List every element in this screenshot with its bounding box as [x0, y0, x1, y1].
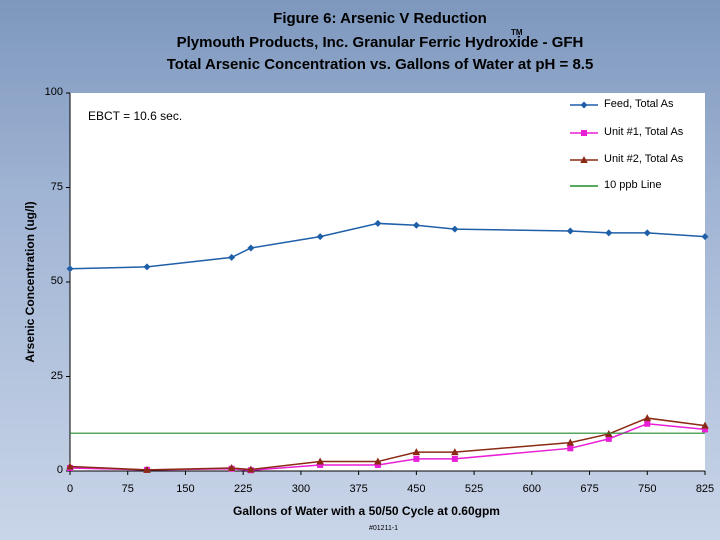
series-1-point — [451, 225, 459, 233]
series-2-point — [605, 435, 612, 442]
x-tick-label: 0 — [66, 483, 74, 495]
series-3-point — [412, 448, 421, 456]
legend-swatch-marker — [580, 156, 588, 163]
y-tick-label: 25 — [50, 369, 63, 382]
series-2-point — [644, 420, 651, 427]
series-3-point — [566, 438, 575, 446]
series-1-point — [701, 233, 709, 241]
series-3-point — [66, 462, 74, 470]
series-1-point — [143, 263, 151, 271]
series-3-point — [247, 465, 255, 473]
trademark-mark: TM — [511, 28, 523, 37]
series-2-point — [567, 445, 574, 452]
series-1-point — [412, 221, 420, 229]
y-tick-label: 75 — [50, 180, 63, 193]
series-1-point — [605, 229, 613, 237]
y-tick-label: 0 — [56, 464, 63, 476]
series-1-point — [374, 219, 382, 227]
series-3-point — [451, 448, 459, 456]
series-1-point — [316, 233, 324, 241]
y-tick-label: 50 — [50, 275, 63, 287]
chart-subtitle: Plymouth Products, Inc. Granular Ferric … — [176, 34, 584, 51]
plot-area — [70, 93, 705, 471]
series-1-point — [66, 265, 74, 273]
series-3-line — [69, 417, 706, 471]
ebct-annotation: EBCT = 10.6 sec. — [88, 109, 183, 123]
legend-label: Feed, Total As — [604, 98, 674, 110]
series-1-point — [566, 227, 574, 235]
series-2-point — [451, 455, 458, 462]
series-3-point — [643, 414, 652, 422]
series-3-point — [701, 421, 709, 429]
x-tick-label: 525 — [464, 483, 484, 495]
legend-label: 10 ppb Line — [604, 179, 662, 191]
series-3-point — [227, 463, 236, 471]
series-2-line — [69, 422, 706, 471]
x-tick-label: 225 — [233, 483, 253, 495]
series-1-point — [247, 244, 255, 252]
x-tick-label: 825 — [695, 483, 715, 495]
x-tick-label: 150 — [176, 483, 195, 495]
y-tick-label: 100 — [44, 86, 63, 98]
x-tick-label: 375 — [349, 483, 368, 495]
x-tick-label: 750 — [638, 483, 657, 495]
x-tick-label: 75 — [121, 483, 134, 495]
x-tick-label: 300 — [291, 483, 311, 495]
legend-swatch-marker — [580, 101, 588, 109]
legend-label: Unit #1, Total As — [604, 126, 684, 138]
x-tick-label: 675 — [580, 483, 599, 495]
x-axis-label: Gallons of Water with a 50/50 Cycle at 0… — [233, 504, 500, 518]
x-tick-label: 600 — [522, 483, 541, 495]
series-3-point — [143, 465, 151, 473]
series-2-point — [702, 426, 708, 433]
series-1-point — [643, 229, 651, 237]
series-3-point — [316, 457, 324, 465]
series-3-point — [374, 457, 382, 465]
series-2-point — [413, 455, 420, 462]
x-tick-label: 450 — [407, 483, 426, 495]
series-2-point — [317, 461, 324, 468]
footnote: #01211-1 — [369, 525, 399, 532]
legend-label: Unit #2, Total As — [604, 153, 684, 165]
chart-description: Total Arsenic Concentration vs. Gallons … — [166, 56, 594, 73]
legend-swatch-marker — [581, 130, 587, 136]
chart-title: Figure 6: Arsenic V Reduction — [273, 10, 487, 27]
series-2-point — [374, 461, 381, 468]
series-1-line — [69, 222, 706, 270]
series-1-point — [228, 253, 236, 261]
